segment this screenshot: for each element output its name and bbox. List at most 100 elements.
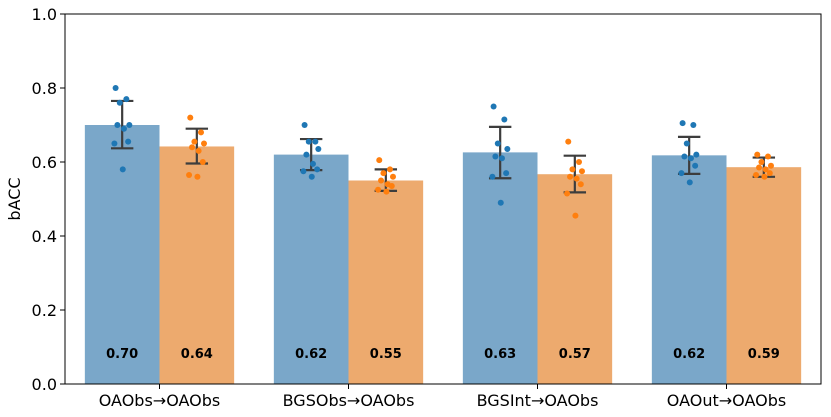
data-point: [116, 99, 123, 106]
data-point: [194, 173, 201, 180]
y-tick-label: 0.4: [32, 227, 57, 246]
plot-frame: [64, 13, 822, 385]
data-point: [678, 170, 685, 177]
x-tick-label: BGSInt→OAObs: [477, 391, 599, 410]
data-point: [315, 146, 322, 153]
data-point: [572, 212, 579, 219]
data-point: [376, 157, 383, 164]
data-point: [300, 168, 307, 175]
bar-value-label: 0.64: [181, 347, 213, 362]
data-point: [754, 151, 761, 158]
x-tick-label: OAOut→OAObs: [667, 391, 786, 410]
bar: [159, 146, 235, 384]
data-labels-layer: 0.70 0.64 0.62 0.55 0.63 0.57 0.62 0.59: [106, 347, 780, 362]
y-tick-label: 0.0: [32, 375, 57, 394]
data-point: [753, 171, 760, 178]
y-tick-label: 0.2: [32, 301, 57, 320]
data-point: [758, 159, 765, 165]
data-point: [387, 166, 394, 173]
data-point: [756, 164, 763, 171]
data-point: [494, 140, 501, 147]
data-point: [683, 140, 690, 147]
data-point: [565, 138, 572, 145]
data-point: [312, 138, 319, 145]
data-point: [111, 140, 118, 147]
data-point: [497, 199, 504, 206]
bar: [462, 152, 538, 384]
bar-value-label: 0.57: [559, 347, 591, 362]
data-point: [119, 166, 126, 173]
bar: [348, 180, 424, 384]
data-point: [503, 170, 510, 177]
data-point: [112, 85, 119, 91]
data-point: [693, 151, 700, 158]
data-point: [578, 168, 585, 175]
data-point: [761, 173, 768, 180]
points-layer: [111, 85, 774, 219]
data-point: [125, 138, 132, 145]
data-point: [375, 186, 382, 193]
data-point: [687, 155, 694, 162]
bar-value-label: 0.55: [370, 347, 402, 362]
bar-value-label: 0.62: [673, 347, 705, 362]
data-point: [504, 146, 511, 153]
data-point: [681, 153, 688, 160]
data-point: [766, 170, 773, 177]
data-point: [195, 147, 202, 154]
data-point: [679, 120, 686, 127]
x-axis: OAObs→OAObs BGSObs→OAObs BGSInt→OAObs OAOut…: [99, 384, 786, 410]
data-point: [303, 151, 310, 158]
data-point: [314, 166, 321, 173]
bar: [537, 174, 613, 384]
data-point: [490, 103, 497, 110]
data-point: [309, 160, 316, 167]
data-point: [186, 171, 193, 178]
data-point: [762, 166, 769, 173]
y-tick-label: 0.8: [32, 79, 57, 98]
data-point: [200, 140, 207, 147]
data-point: [114, 122, 121, 128]
y-axis-title: bACC: [5, 177, 24, 220]
data-point: [187, 114, 194, 121]
bar: [726, 167, 802, 384]
data-point: [191, 138, 198, 145]
y-axis: 0.0 0.2 0.4 0.6 0.8 1.0: [32, 5, 65, 394]
data-point: [501, 116, 508, 123]
data-point: [692, 162, 699, 169]
data-point: [567, 173, 574, 180]
data-point: [199, 159, 206, 165]
data-point: [308, 173, 315, 180]
data-point: [126, 122, 133, 128]
bars-layer: [84, 125, 802, 384]
data-point: [378, 177, 385, 184]
bar-value-label: 0.59: [748, 347, 780, 362]
data-point: [690, 122, 697, 128]
data-point: [120, 125, 127, 132]
data-point: [380, 170, 387, 177]
x-tick-label: BGSObs→OAObs: [283, 391, 415, 410]
data-point: [389, 173, 396, 180]
bar: [84, 125, 160, 384]
data-point: [564, 190, 571, 197]
data-point: [767, 162, 774, 169]
y-tick-label: 1.0: [32, 5, 57, 24]
data-point: [492, 153, 499, 160]
data-point: [489, 173, 496, 180]
data-point: [388, 183, 395, 190]
data-point: [573, 175, 580, 182]
data-point: [301, 122, 308, 128]
bar-value-label: 0.63: [484, 347, 516, 362]
data-point: [765, 153, 772, 160]
bar: [651, 155, 727, 384]
data-point: [686, 179, 693, 186]
x-tick-label: OAObs→OAObs: [99, 391, 221, 410]
data-point: [305, 138, 312, 145]
data-point: [198, 129, 205, 136]
data-point: [577, 181, 584, 188]
data-point: [383, 188, 390, 195]
data-point: [123, 96, 130, 103]
bar-value-label: 0.70: [106, 347, 138, 362]
data-point: [498, 155, 505, 162]
y-tick-label: 0.6: [32, 153, 57, 172]
